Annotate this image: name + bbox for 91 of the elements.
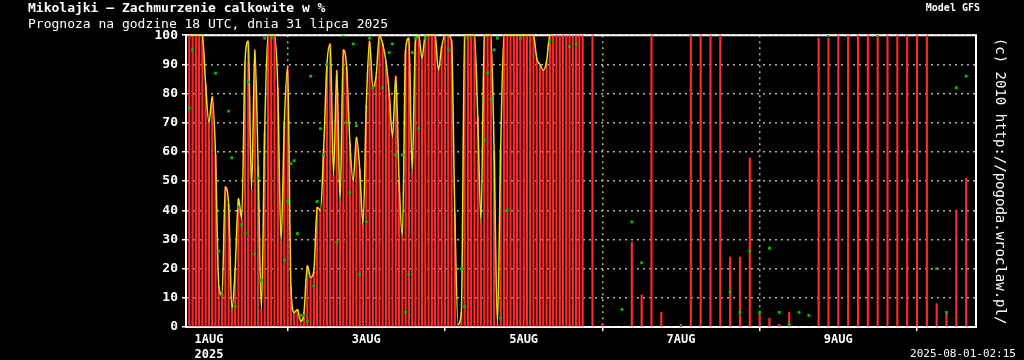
bar [748,157,751,327]
y-tick-label: 50 [162,172,179,188]
bar [876,35,879,327]
bar [955,209,958,327]
bar [434,35,437,327]
y-tick-label: 20 [162,260,179,276]
bar [211,96,214,327]
bar [355,137,358,327]
x-tick-label: 5AUG [509,332,539,347]
bar [473,35,476,327]
text: (c) 2010 http://pogoda.wroclaw.pl/ [993,37,1010,325]
bar [532,35,535,327]
bar [837,35,840,327]
bar [896,35,899,327]
bar [542,69,545,327]
y-tick-label: 70 [162,114,179,130]
y-tick-label: 60 [162,143,179,159]
bar [270,35,273,327]
bar [522,35,525,327]
bar [552,35,555,327]
bar [516,35,519,327]
bar [719,35,722,327]
bar [565,35,568,327]
y-tick-label: 0 [170,318,179,334]
y-tick-label: 10 [162,289,179,305]
bar [191,35,194,327]
bar [935,303,938,327]
bar [427,35,430,327]
bar [201,35,204,327]
bar [768,317,771,327]
bar [886,35,889,327]
bar [568,35,571,327]
bar [447,35,450,327]
bar [866,35,869,327]
bar [601,323,604,327]
bar [847,35,850,327]
chart-title: Mikolajki — Zachmurzenie calkowite w % [28,0,326,16]
bar [729,256,732,327]
line-series [188,34,554,325]
bar [502,35,506,327]
bar [561,35,565,327]
x-tick-label: 3AUG [351,332,381,347]
bar [817,37,820,327]
bar [906,35,909,327]
bar [660,312,663,327]
bar [378,35,381,327]
bar [273,35,276,327]
bar [856,35,860,327]
y-tick-label: 40 [162,201,179,217]
text: Model GFS [925,1,980,13]
bar [827,37,830,327]
bar [555,35,558,327]
x-tick-label: 7AUG [666,332,696,347]
bar [417,35,420,327]
bar [424,35,427,327]
bar [430,35,433,327]
bar [965,177,968,327]
bar [538,64,542,327]
bar [650,35,653,327]
bar [925,35,928,327]
bar [548,35,551,327]
bar [198,35,201,327]
bar [699,35,702,327]
bar [509,35,512,327]
x-tick-label: 1AUG 2025 [194,332,224,360]
bar [630,242,633,327]
y-tick-label: 80 [162,84,179,100]
bar [709,35,712,327]
y-tick-label: 90 [162,55,179,71]
bar [640,294,643,327]
text: 2025-08-01-02:15 [910,346,1016,360]
bar [591,35,594,327]
chart-subtitle: Prognoza na godzine 18 UTC, dnia 31 lipca 2025 [28,15,389,31]
x-tick-label: 9AUG [823,332,853,347]
bar [529,35,532,327]
bar [512,35,515,327]
bar [578,35,581,327]
bar [558,35,561,327]
bar [689,35,692,327]
bar [194,35,197,327]
y-tick-label: 30 [162,230,179,246]
bar [266,35,270,327]
bar [506,35,509,327]
bar [571,35,574,327]
bar [581,35,584,327]
bar [519,35,522,327]
bar [470,35,473,327]
bar [738,256,742,327]
bar [575,35,578,327]
bar [525,35,528,327]
bar [778,323,781,327]
